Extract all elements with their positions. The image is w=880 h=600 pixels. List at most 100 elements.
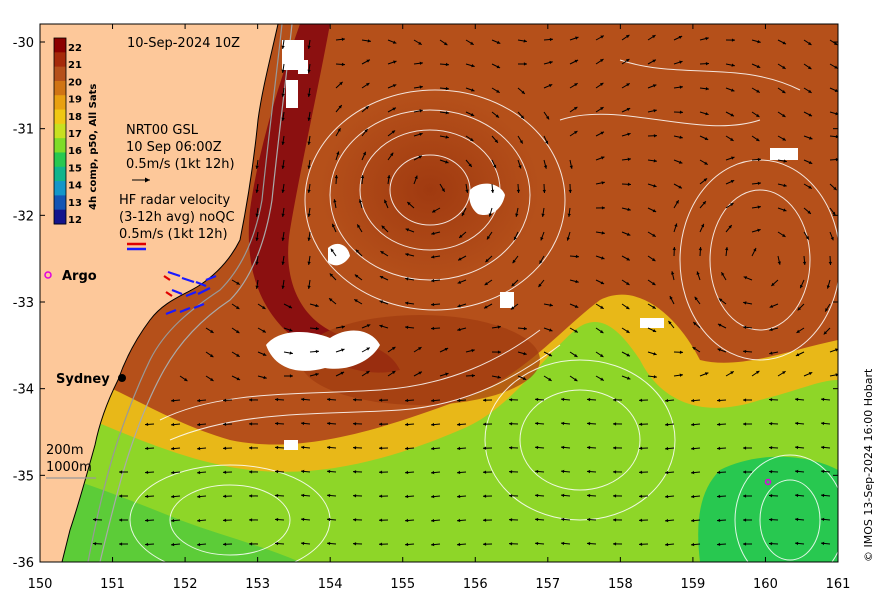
colorbar-tick-label: 14 [68,181,82,192]
velocity-arrowhead [769,445,773,450]
velocity-arrowhead [807,65,812,70]
velocity-arrowhead [418,347,422,351]
y-tick-label: -36 [13,556,34,571]
velocity-arrowhead [443,41,448,46]
colorbar-tick-label: 22 [68,43,82,54]
velocity-arrowhead [315,326,319,331]
velocity-arrowhead [783,159,787,163]
velocity-arrowhead [783,183,787,187]
x-tick-label: 154 [318,577,343,592]
velocity-arrowhead [353,542,357,546]
velocity-arrowhead [471,88,475,92]
velocity-arrowhead [493,164,497,169]
date-label: 10-Sep-2024 10Z [127,36,240,51]
velocity-arrowhead [587,445,591,450]
x-tick-label: 158 [608,577,633,592]
velocity-arrowhead [777,261,781,265]
velocity-arrowhead [548,377,552,381]
velocity-arrowhead [535,493,539,498]
velocity-arrowhead [601,206,605,210]
velocity-arrowhead [495,114,500,118]
velocity-arrowhead [171,446,175,451]
isobath-label-1000m: 1000m [46,460,92,475]
velocity-arrowhead [679,350,683,354]
velocity-arrowhead [675,200,679,204]
velocity-arrowhead [769,469,773,474]
velocity-arrowhead [653,184,657,188]
velocity-arrowhead [419,109,423,113]
velocity-arrowhead [782,65,786,69]
plot-frame [39,23,839,563]
velocity-arrowhead [639,422,643,426]
velocity-arrowhead [379,300,384,304]
velocity-arrowhead [717,323,722,327]
velocity-arrowhead [262,352,267,356]
velocity-arrowhead [488,213,492,217]
velocity-arrowhead [458,257,462,261]
velocity-arrowhead [484,281,489,286]
velocity-arrowhead [275,493,279,498]
colorbar-product-label: 4h comp, p50, All Sats [88,84,99,210]
velocity-arrowhead [281,45,285,49]
velocity-arrowhead [613,518,617,522]
velocity-arrowhead [431,518,435,523]
velocity-arrowhead [405,542,409,547]
velocity-arrowhead [145,422,149,427]
velocity-arrowhead [653,109,657,113]
velocity-arrowhead [753,247,757,252]
velocity-arrowhead [483,398,487,402]
velocity-arrowhead [823,331,828,335]
velocity-arrowhead [235,329,240,334]
velocity-arrowhead [360,175,365,179]
velocity-arrowhead [566,237,570,241]
velocity-arrowhead [665,422,669,427]
velocity-arrowhead [561,541,565,546]
velocity-arrowhead [379,398,383,402]
velocity-arrowhead [520,115,524,119]
velocity-arrowhead [281,165,285,169]
velocity-arrowhead [509,518,513,522]
velocity-arrowhead [327,493,331,498]
velocity-arrowhead [391,130,396,134]
velocity-arrowhead [334,175,339,179]
velocity-arrowhead [652,84,657,88]
altimetry-scale-arrow [132,177,150,183]
velocity-arrowhead [236,353,240,357]
velocity-arrowhead [600,281,605,285]
velocity-arrowhead [381,225,385,229]
velocity-arrowhead [281,141,285,145]
velocity-arrowhead [672,247,676,251]
velocity-arrowhead [431,231,435,236]
velocity-arrowhead [366,59,370,63]
velocity-arrowhead [717,446,721,451]
velocity-arrowhead [457,327,461,332]
velocity-arrowhead [757,205,761,209]
velocity-arrowhead [223,518,227,522]
velocity-arrowhead [509,422,513,426]
velocity-arrowhead [730,88,735,92]
velocity-arrowhead [613,398,617,402]
velocity-arrowhead [653,352,657,356]
velocity-arrowhead [756,89,760,93]
velocity-arrowhead [600,156,605,160]
velocity-arrowhead [627,182,631,187]
velocity-arrowhead [419,61,423,65]
velocity-arrowhead [704,136,709,140]
velocity-arrowhead [419,85,423,89]
velocity-arrowhead [769,304,774,308]
velocity-arrowhead [441,188,445,192]
velocity-arrowhead [561,445,565,450]
colorbar-tick-label: 15 [68,163,82,174]
velocity-arrowhead [730,137,734,141]
velocity-arrowhead [600,305,604,309]
velocity-arrowhead [652,328,657,333]
velocity-arrowhead [652,305,656,309]
velocity-arrowhead [407,202,411,206]
velocity-arrowhead [795,353,800,357]
velocity-arrowhead [362,151,366,156]
velocity-arrowhead [431,278,435,283]
colorbar-tick-label: 13 [68,198,82,209]
y-axis: -30 -31 -32 -33 -34 -35 -36 [13,36,838,571]
velocity-arrowhead [249,542,253,546]
